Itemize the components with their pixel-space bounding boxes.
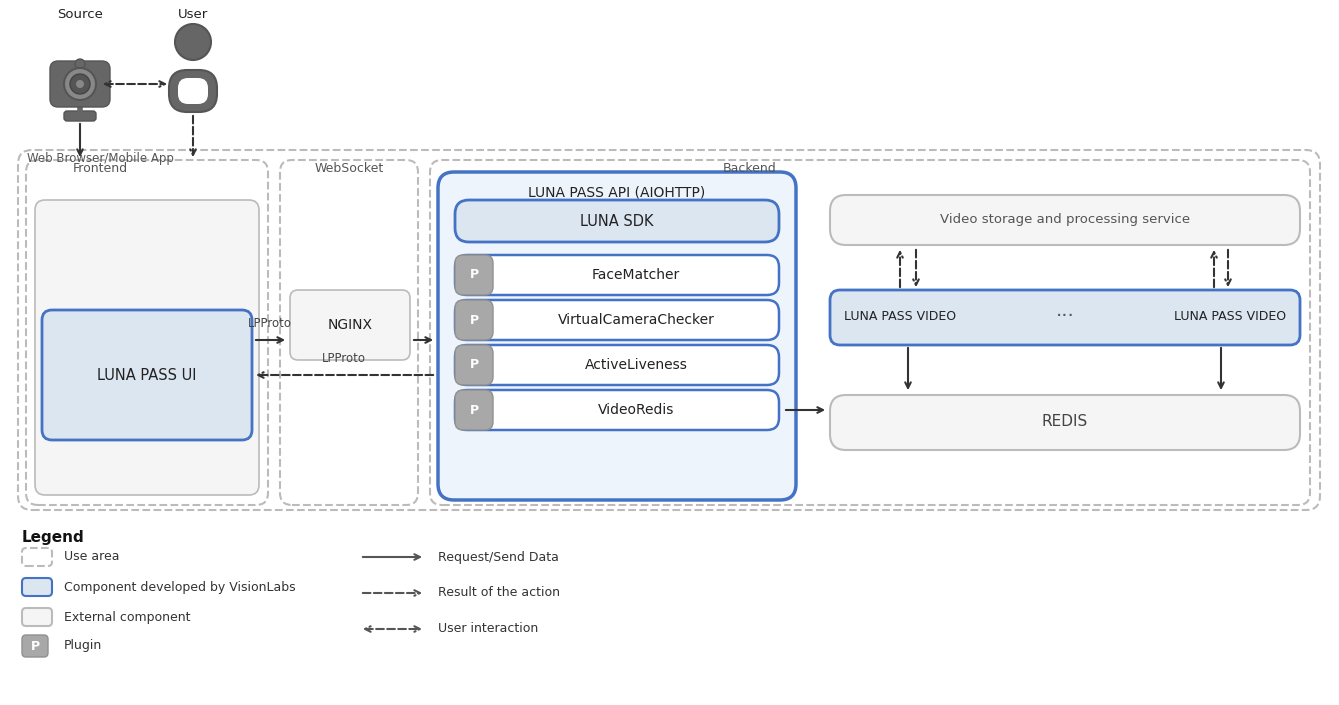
FancyBboxPatch shape bbox=[178, 78, 208, 104]
FancyBboxPatch shape bbox=[455, 300, 779, 340]
FancyBboxPatch shape bbox=[21, 578, 52, 596]
FancyBboxPatch shape bbox=[21, 608, 52, 626]
Text: NGINX: NGINX bbox=[328, 318, 372, 332]
Text: P: P bbox=[31, 639, 40, 653]
Text: Plugin: Plugin bbox=[64, 639, 102, 653]
FancyBboxPatch shape bbox=[455, 345, 493, 385]
FancyBboxPatch shape bbox=[42, 310, 252, 440]
Text: ···: ··· bbox=[1055, 307, 1074, 326]
Text: Source: Source bbox=[58, 8, 103, 21]
Text: Request/Send Data: Request/Send Data bbox=[438, 551, 558, 563]
FancyBboxPatch shape bbox=[169, 70, 217, 112]
Text: User interaction: User interaction bbox=[438, 623, 538, 635]
Text: VideoRedis: VideoRedis bbox=[597, 403, 675, 417]
Text: P: P bbox=[470, 359, 478, 372]
Text: REDIS: REDIS bbox=[1042, 415, 1089, 429]
FancyBboxPatch shape bbox=[455, 390, 779, 430]
Circle shape bbox=[75, 59, 84, 69]
FancyBboxPatch shape bbox=[455, 255, 779, 295]
FancyBboxPatch shape bbox=[35, 200, 258, 495]
FancyBboxPatch shape bbox=[455, 390, 493, 430]
FancyBboxPatch shape bbox=[21, 635, 48, 657]
Text: Video storage and processing service: Video storage and processing service bbox=[940, 214, 1190, 226]
Text: WebSocket: WebSocket bbox=[315, 162, 384, 175]
Text: User: User bbox=[178, 8, 208, 21]
Text: P: P bbox=[470, 314, 478, 326]
Text: LUNA PASS UI: LUNA PASS UI bbox=[98, 367, 197, 383]
Text: P: P bbox=[470, 269, 478, 281]
Text: FaceMatcher: FaceMatcher bbox=[592, 268, 680, 282]
FancyBboxPatch shape bbox=[438, 172, 795, 500]
Circle shape bbox=[175, 24, 212, 60]
Text: External component: External component bbox=[64, 611, 190, 623]
FancyBboxPatch shape bbox=[291, 290, 410, 360]
FancyBboxPatch shape bbox=[455, 300, 493, 340]
FancyBboxPatch shape bbox=[455, 345, 779, 385]
Text: LPProto: LPProto bbox=[321, 352, 366, 365]
Text: ActiveLiveness: ActiveLiveness bbox=[585, 358, 687, 372]
Text: Result of the action: Result of the action bbox=[438, 587, 560, 599]
Text: LUNA SDK: LUNA SDK bbox=[580, 214, 653, 228]
FancyBboxPatch shape bbox=[830, 195, 1300, 245]
Text: VirtualCameraChecker: VirtualCameraChecker bbox=[557, 313, 715, 327]
Text: P: P bbox=[470, 403, 478, 417]
Text: LUNA PASS API (AIOHTTP): LUNA PASS API (AIOHTTP) bbox=[529, 185, 706, 199]
Text: Component developed by VisionLabs: Component developed by VisionLabs bbox=[64, 580, 296, 594]
Text: Frontend: Frontend bbox=[72, 162, 127, 175]
Text: LPProto: LPProto bbox=[248, 317, 292, 330]
Circle shape bbox=[76, 80, 84, 88]
Circle shape bbox=[64, 68, 96, 100]
FancyBboxPatch shape bbox=[830, 395, 1300, 450]
Text: Legend: Legend bbox=[21, 530, 84, 545]
FancyBboxPatch shape bbox=[64, 111, 96, 121]
FancyBboxPatch shape bbox=[455, 200, 779, 242]
FancyBboxPatch shape bbox=[50, 61, 110, 107]
FancyBboxPatch shape bbox=[830, 290, 1300, 345]
Text: Web Browser/Mobile App: Web Browser/Mobile App bbox=[27, 152, 174, 165]
Text: Use area: Use area bbox=[64, 551, 119, 563]
Text: LUNA PASS VIDEO: LUNA PASS VIDEO bbox=[1174, 310, 1285, 324]
Text: Backend: Backend bbox=[723, 162, 777, 175]
Text: LUNA PASS VIDEO: LUNA PASS VIDEO bbox=[844, 310, 956, 324]
FancyBboxPatch shape bbox=[455, 255, 493, 295]
Circle shape bbox=[70, 74, 90, 94]
